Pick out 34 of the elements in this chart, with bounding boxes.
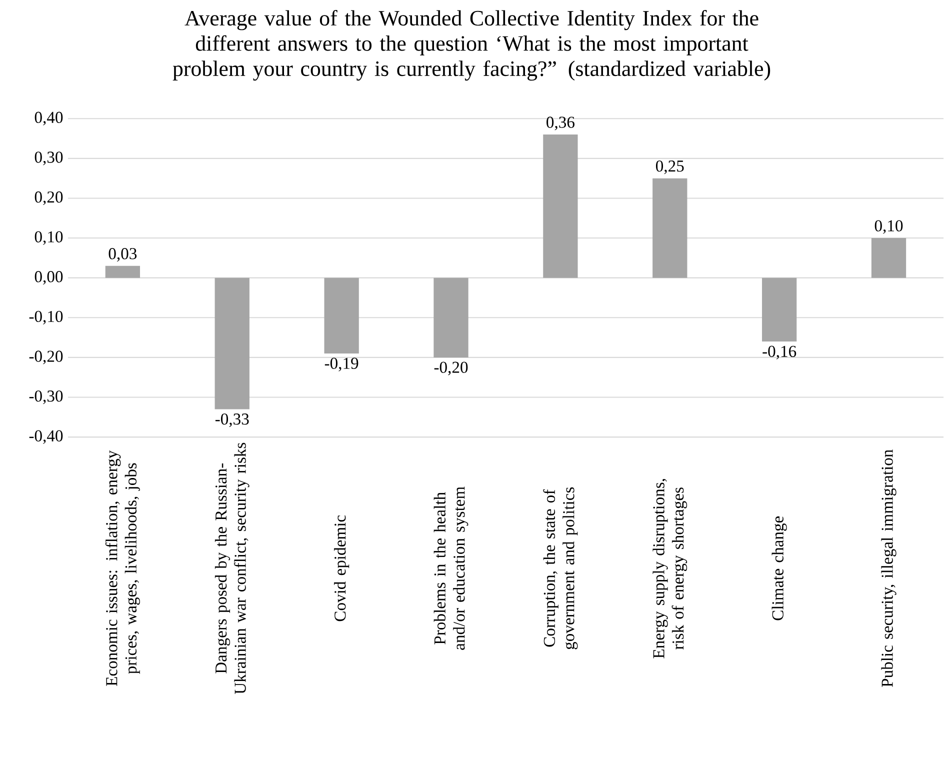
data-label: -0,20: [434, 362, 468, 376]
x-tick-label: Climate change: [772, 516, 787, 620]
data-label: 0,10: [874, 220, 903, 234]
y-tick-label: 0,10: [34, 231, 63, 246]
y-tick-label: 0,30: [34, 152, 63, 166]
bar: [105, 266, 140, 278]
x-tick-label: Corruption, the state of government and politics: [543, 488, 578, 650]
data-label: -0,33: [215, 414, 249, 428]
data-label: -0,19: [324, 358, 358, 372]
y-tick-label: -0,40: [29, 430, 63, 444]
data-label: 0,25: [656, 160, 684, 174]
bar: [652, 178, 688, 278]
bar: [762, 278, 797, 342]
data-label: 0,36: [546, 116, 574, 130]
y-tick-label: -0,10: [29, 311, 63, 325]
x-tick-label: Energy supply disruptions, risk of energy shortages: [652, 479, 688, 659]
x-tick-label: Covid epidemic: [334, 516, 350, 622]
y-tick-label: 0,00: [34, 271, 63, 285]
x-tick-label: Dangers posed by the Russian-Ukrainian war conflict, security risks: [214, 443, 250, 694]
data-label: -0,16: [762, 346, 796, 360]
y-tick-label: 0,40: [34, 112, 63, 126]
y-tick-label: -0,20: [29, 350, 63, 364]
x-tick-label: Economic issues: inflation, energy prices, wages, livelihoods, jobs: [105, 450, 140, 686]
y-tick-label: -0,30: [29, 390, 63, 404]
x-tick-label: Problems in the health and/or education system: [434, 486, 468, 650]
bar: [214, 278, 250, 410]
x-tick-label: Public security, illegal immigration: [881, 450, 896, 688]
y-tick-label: 0,20: [34, 192, 63, 206]
bar: [543, 134, 578, 278]
bar: [324, 278, 359, 354]
bar: [434, 278, 468, 358]
chart-title: Average value of the Wounded Collective Identity Index for the different answers to the question ‘What is the most important problem your country is currently facing?” (standardized variable): [172, 10, 770, 81]
data-label: 0,03: [108, 248, 137, 262]
bar: [871, 238, 906, 278]
